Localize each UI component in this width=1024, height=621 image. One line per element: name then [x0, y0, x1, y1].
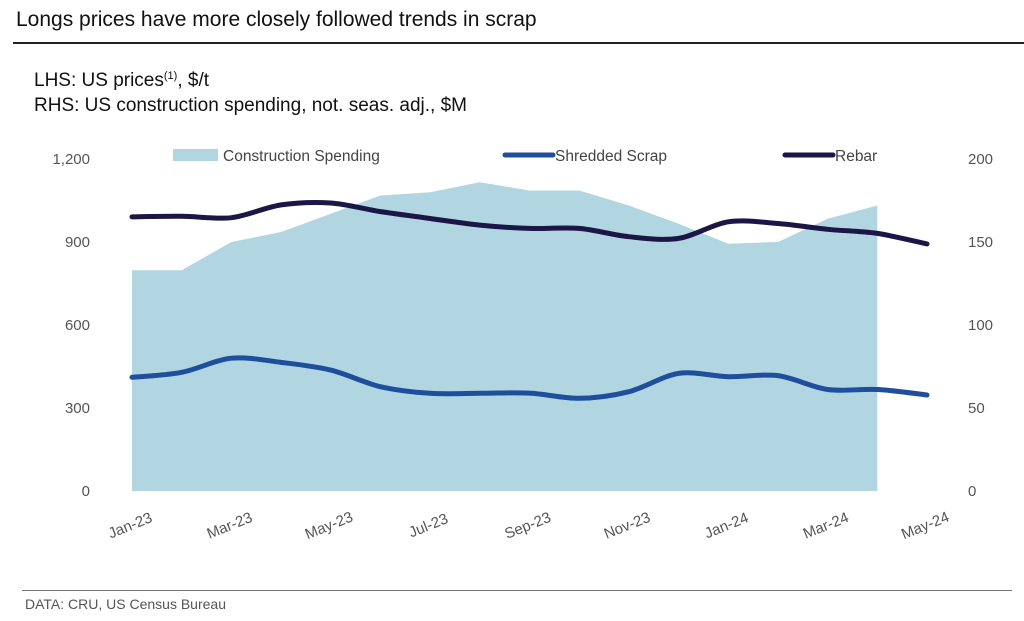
- legend-item-rebar: Rebar: [782, 148, 877, 165]
- y-tick-label-left: 300: [65, 400, 90, 417]
- x-tick-label: May-23: [303, 509, 356, 544]
- x-tick-label: Nov-23: [602, 509, 653, 543]
- legend-label: Rebar: [835, 148, 877, 165]
- legend-item-construction-spending: Construction Spending: [173, 148, 380, 165]
- y-tick-label-left: 600: [65, 317, 90, 334]
- series-line-shredded-scrap: [129, 355, 930, 401]
- subtitle-lhs: LHS: US prices(1), $/t: [34, 70, 209, 92]
- y-tick-label-left: 900: [65, 234, 90, 251]
- y-tick-label-right: 150: [968, 234, 993, 251]
- y-tick-label-right: 50: [968, 400, 985, 417]
- subtitle-lhs-prefix: LHS: US prices: [34, 70, 164, 91]
- x-tick-label: Mar-23: [204, 509, 254, 543]
- footer-divider: [22, 590, 1012, 591]
- legend: Construction Spending Shredded Scrap Rebar: [173, 148, 877, 165]
- chart-title: Longs prices have more closely followed …: [16, 8, 537, 31]
- source-note: DATA: CRU, US Census Bureau: [25, 596, 226, 612]
- x-tick-label: Sep-23: [502, 509, 553, 543]
- line-layer: [129, 200, 930, 401]
- y-tick-label-left: 0: [82, 483, 90, 500]
- y-tick-label-right: 200: [968, 151, 993, 168]
- title-divider: [13, 42, 1024, 44]
- x-tick-label: May-24: [899, 509, 952, 544]
- x-axis: Jan-23 Mar-23 May-23 Jul-23 Sep-23 Nov-23 Jan-…: [106, 509, 952, 544]
- y-tick-label-left: 1,200: [52, 151, 90, 168]
- x-tick-label: Jul-23: [406, 510, 450, 541]
- footnote-marker: (1): [163, 70, 178, 82]
- series-line-rebar: [129, 200, 930, 247]
- subtitle-lhs-suffix: , $/t: [177, 70, 210, 91]
- x-tick-label: Mar-24: [801, 509, 851, 543]
- y-tick-label-right: 0: [968, 483, 976, 500]
- legend-label: Construction Spending: [223, 148, 380, 165]
- x-tick-label: Jan-24: [702, 509, 751, 542]
- subtitle-rhs: RHS: US construction spending, not. seas…: [34, 95, 467, 116]
- legend-item-shredded-scrap: Shredded Scrap: [502, 148, 667, 165]
- legend-label: Shredded Scrap: [555, 148, 667, 165]
- legend-swatch: [173, 149, 218, 161]
- area-layer: [132, 182, 878, 491]
- y-tick-label-right: 100: [968, 317, 993, 334]
- x-tick-label: Jan-23: [106, 509, 155, 542]
- series-area-construction-spending: [132, 182, 878, 491]
- y-axis-left: 0 300 600 900 1,200: [52, 151, 90, 500]
- y-axis-right: 0 50 100 150 200: [968, 151, 993, 500]
